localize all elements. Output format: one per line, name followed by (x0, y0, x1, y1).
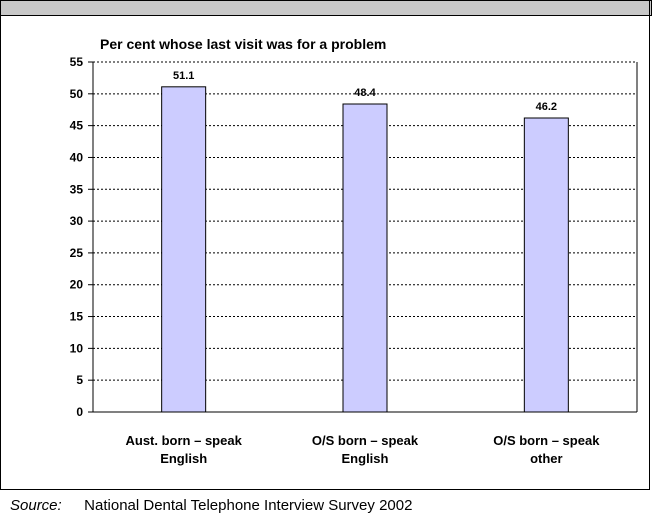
chart-frame (0, 0, 650, 490)
category-label: O/S born – speak (493, 433, 600, 448)
y-tick-label: 30 (70, 214, 84, 228)
bar (342, 103, 388, 413)
y-tick-label: 55 (70, 55, 84, 69)
y-tick-label: 25 (70, 246, 84, 260)
y-tick-label: 10 (70, 341, 84, 355)
y-tick-label: 45 (70, 119, 84, 133)
bar (523, 117, 569, 413)
category-label: English (160, 451, 207, 466)
y-tick-label: 35 (70, 182, 84, 196)
category-label: other (530, 451, 563, 466)
source-text: National Dental Telephone Interview Surv… (84, 497, 413, 514)
source-label: Source: (10, 497, 62, 514)
source-line: Source: National Dental Telephone Interv… (10, 497, 412, 514)
bar-chart: Per cent whose last visit was for a prob… (70, 36, 638, 466)
data-label: 51.1 (173, 70, 194, 82)
chart-title: Per cent whose last visit was for a prob… (100, 36, 386, 52)
category-label: Aust. born – speak (126, 433, 243, 448)
y-tick-label: 40 (70, 150, 84, 164)
axes (88, 61, 638, 413)
y-tick-label: 5 (76, 373, 83, 387)
category-label: English (342, 451, 389, 466)
y-tick-label: 50 (70, 87, 84, 101)
y-tick-label: 15 (70, 310, 84, 324)
bars (161, 86, 569, 413)
data-label: 46.2 (536, 101, 557, 113)
data-label: 48.4 (354, 87, 376, 99)
bar (161, 86, 207, 413)
labels: 0 5 10 15 20 25 30 35 40 45 50 55 51.1 Aust. born – s… (70, 55, 601, 466)
y-tick-label: 0 (76, 405, 83, 419)
category-label: O/S born – speak (312, 433, 419, 448)
y-tick-label: 20 (70, 278, 84, 292)
